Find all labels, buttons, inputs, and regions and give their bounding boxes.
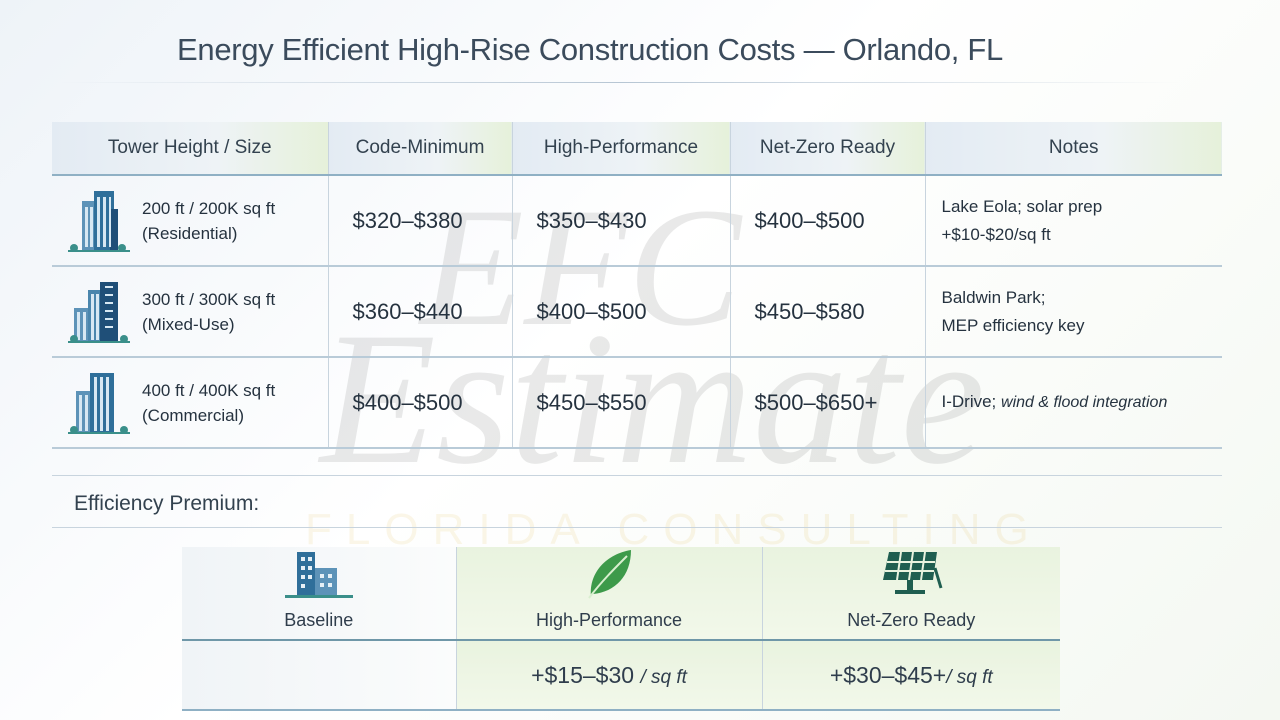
type-label: (Commercial) bbox=[142, 405, 244, 425]
col-header-size: Tower Height / Size bbox=[52, 122, 328, 176]
col-header-net-zero: Net-Zero Ready bbox=[729, 122, 925, 176]
building-icon bbox=[68, 190, 130, 252]
size-label: 300 ft / 300K sq ft bbox=[142, 289, 276, 309]
net-zero-cost: $450–$580 bbox=[729, 266, 925, 358]
code-min-cost: $360–$440 bbox=[327, 266, 512, 358]
high-perf-cost: $450–$550 bbox=[511, 357, 730, 449]
premium-header: Baseline High-Performance Net-Zero Ready bbox=[182, 547, 1060, 641]
building-icon bbox=[68, 281, 130, 343]
section-divider bbox=[52, 527, 1222, 528]
type-label: (Mixed-Use) bbox=[142, 314, 235, 334]
page-title: Energy Efficient High-Rise Construction … bbox=[177, 32, 1003, 67]
baseline-value bbox=[182, 640, 456, 711]
high-perf-cost: $350–$430 bbox=[511, 175, 730, 267]
note-line: Baldwin Park; bbox=[941, 287, 1046, 307]
note-line: MEP efficiency key bbox=[941, 315, 1085, 335]
type-label: (Residential) bbox=[142, 223, 238, 243]
section-divider bbox=[52, 475, 1222, 476]
premium-value: +$15–$30 bbox=[531, 661, 635, 688]
table-row: 400 ft / 400K sq ft (Commercial) $400–$50… bbox=[52, 357, 1222, 449]
premium-unit: / sq ft bbox=[946, 666, 993, 688]
premium-label: Efficiency Premium: bbox=[74, 492, 260, 515]
note-line: +$10-$20/sq ft bbox=[941, 224, 1051, 244]
col-header-high-perf: High-Performance bbox=[511, 122, 730, 176]
size-label: 200 ft / 200K sq ft bbox=[142, 198, 276, 218]
col-header-code-min: Code-Minimum bbox=[327, 122, 512, 176]
premium-col-label: Net-Zero Ready bbox=[847, 610, 976, 630]
size-label: 400 ft / 400K sq ft bbox=[142, 380, 276, 400]
note-line: wind & flood integration bbox=[1001, 394, 1168, 411]
premium-col-label: Baseline bbox=[284, 610, 354, 630]
net-zero-cost: $400–$500 bbox=[729, 175, 925, 267]
table-row: 300 ft / 300K sq ft (Mixed-Use) $360–$440… bbox=[52, 266, 1222, 358]
col-header-notes: Notes bbox=[924, 122, 1222, 176]
premium-value: +$30–$45+ bbox=[829, 661, 947, 688]
table-header: Tower Height / Size Code-Minimum High-Pe… bbox=[52, 122, 1222, 176]
code-min-cost: $320–$380 bbox=[327, 175, 512, 267]
solar-panel-icon bbox=[883, 551, 943, 594]
note-line: I-Drive; bbox=[941, 392, 997, 411]
title-divider bbox=[60, 82, 1180, 83]
high-perf-cost: $400–$500 bbox=[511, 266, 730, 358]
leaf-icon bbox=[588, 550, 631, 599]
premium-values: +$15–$30 / sq ft +$30–$45+/ sq ft bbox=[182, 640, 1060, 711]
building-icon bbox=[68, 372, 130, 434]
premium-unit: / sq ft bbox=[640, 666, 687, 688]
table-row: 200 ft / 200K sq ft (Residential) $320–$3… bbox=[52, 175, 1222, 267]
note-line: Lake Eola; solar prep bbox=[941, 196, 1103, 216]
premium-table: Baseline High-Performance Net-Zero Ready… bbox=[182, 547, 1060, 711]
code-min-cost: $400–$500 bbox=[327, 357, 512, 449]
buildings-icon bbox=[284, 552, 353, 598]
net-zero-cost: $500–$650+ bbox=[729, 357, 925, 449]
premium-col-label: High-Performance bbox=[535, 610, 683, 630]
cost-table: Tower Height / Size Code-Minimum High-Pe… bbox=[52, 122, 1222, 449]
